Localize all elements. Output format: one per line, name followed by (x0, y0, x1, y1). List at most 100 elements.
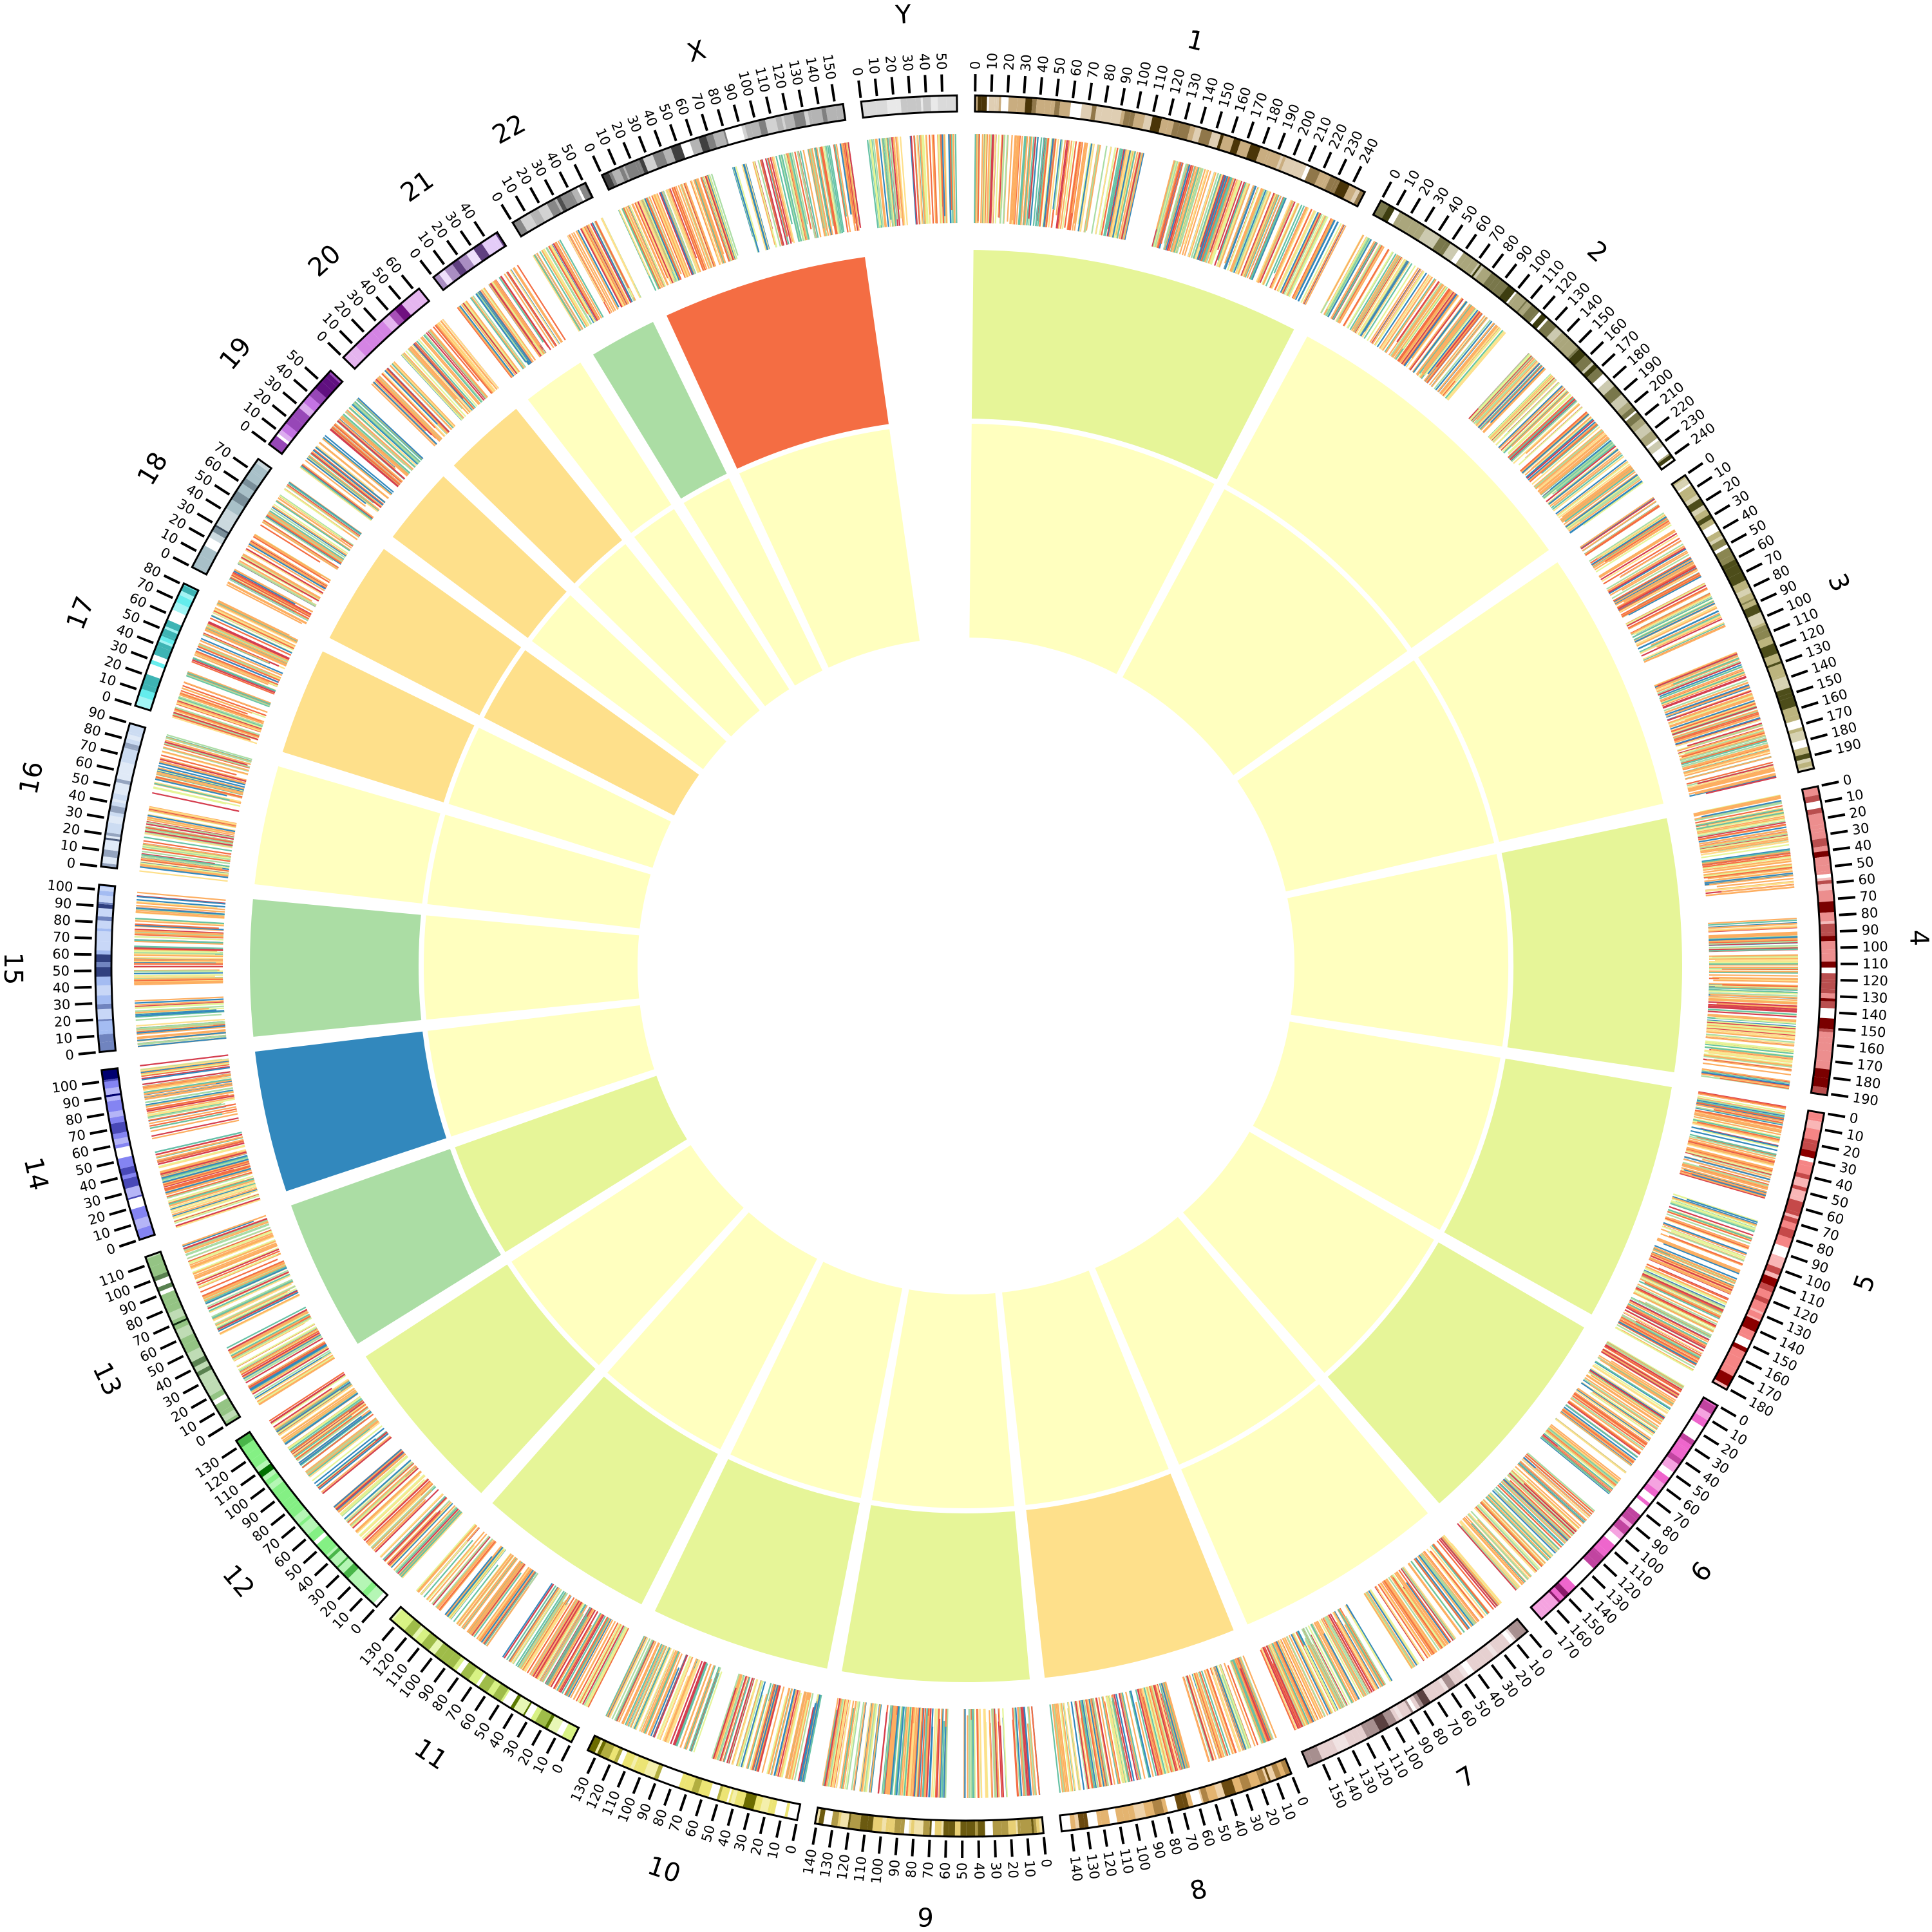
variant-line-chr5 (1684, 1156, 1770, 1180)
variant-line-chr2 (1547, 430, 1604, 478)
variant-line-chr9 (909, 1707, 916, 1797)
variant-line-chr6 (1546, 1430, 1616, 1487)
variant-line-chr9 (999, 1725, 1005, 1797)
variant-line-chr1 (1018, 136, 1026, 225)
variant-line-chr5 (1693, 1118, 1781, 1138)
ideogram-band-chr1 (1008, 96, 1018, 113)
variant-line-chr4 (1710, 994, 1798, 999)
variant-line-chr8 (1206, 1669, 1237, 1754)
variant-line-chr2 (1549, 451, 1620, 507)
variant-line-chr3 (1660, 668, 1744, 702)
variant-line-chr2 (1424, 308, 1477, 376)
variant-line-chr2 (1443, 328, 1502, 397)
variant-line-chr3 (1682, 744, 1768, 770)
variant-line-chr7 (1269, 1643, 1307, 1726)
variant-line-chr1 (1302, 224, 1344, 305)
variant-line-chr1 (1173, 167, 1200, 253)
variant-line-chr9 (881, 1705, 892, 1794)
variant-line-chr1 (1104, 148, 1123, 236)
variant-line-chr3 (1668, 693, 1753, 724)
variant-line-chr4 (1716, 1003, 1797, 1009)
variant-line-chr2 (1435, 311, 1481, 368)
variant-line-chr9 (1028, 1706, 1037, 1795)
variant-line-chr3 (1636, 607, 1718, 647)
variant-line-chr4 (1709, 958, 1798, 960)
tick-chr2 (1566, 317, 1581, 332)
variant-line-chr4 (1696, 811, 1785, 830)
outer-ring-segment-chr13 (290, 1149, 501, 1344)
variant-line-chr2 (1352, 255, 1401, 332)
variant-line-chr6 (1605, 1343, 1683, 1391)
variant-line-chr6 (1602, 1348, 1680, 1396)
tick-chr3 (1760, 592, 1777, 602)
variant-line-chr2 (1557, 460, 1629, 516)
variant-line-chr10 (650, 1667, 680, 1737)
variant-line-chr5 (1667, 1211, 1752, 1242)
variant-line-chr3 (1602, 515, 1667, 558)
variant-line-chr5 (1694, 1109, 1783, 1128)
variant-line-chr1 (1176, 167, 1203, 254)
variant-line-chr1 (1056, 140, 1066, 216)
inner-ring-segment-chr7 (1095, 1217, 1316, 1465)
variant-line-chr6 (1541, 1435, 1611, 1493)
variant-line-chr6 (1501, 1481, 1566, 1544)
variant-line-chr5 (1688, 1140, 1776, 1162)
variant-line-chr2 (1367, 265, 1416, 341)
ideogram-band-chrY (906, 97, 917, 114)
variant-line-chr9 (905, 1707, 914, 1796)
ideogram-band-chr4 (1816, 1042, 1833, 1052)
variant-line-chr3 (1687, 723, 1763, 747)
variant-line-chr6 (1542, 1438, 1610, 1495)
variant-line-chr6 (1544, 1431, 1615, 1488)
tick-label-chr3: 0 (1702, 450, 1718, 467)
variant-line-chr1 (1188, 172, 1217, 258)
variant-line-chr8 (1233, 1659, 1266, 1743)
inner-ring-segment-chr4 (1287, 854, 1508, 1047)
variant-line-chr6 (1574, 1392, 1648, 1444)
variant-line-chr5 (1620, 1316, 1700, 1360)
ideogram-band-chr9 (1007, 1819, 1017, 1836)
variant-line-chr6 (1493, 1488, 1558, 1552)
variant-line-chr9 (830, 1699, 846, 1788)
variant-line-chr7 (1310, 1634, 1348, 1706)
variant-line-chr2 (1560, 466, 1632, 520)
variant-line-chr1 (1009, 135, 1016, 225)
variant-line-chr2 (1535, 417, 1593, 469)
inner-ring-segment-chr22 (683, 478, 823, 686)
tick-chr4 (1832, 846, 1850, 851)
variant-line-chr1 (1044, 138, 1056, 227)
variant-line-chr2 (1560, 466, 1633, 522)
variant-line-chr3 (1609, 522, 1671, 562)
variant-line-chr7 (1336, 1622, 1376, 1691)
ideogram-band-chr15 (96, 1009, 113, 1020)
variant-line-chr1 (1200, 176, 1231, 261)
variant-line-chr2 (1502, 390, 1567, 453)
variant-line-chr9 (887, 1705, 897, 1795)
variant-line-chr6 (1488, 1493, 1553, 1558)
variant-line-chr3 (1671, 703, 1756, 733)
variant-line-chr10 (803, 1694, 822, 1783)
variant-line-chr1 (1035, 137, 1045, 227)
variant-line-chr5 (1686, 1198, 1758, 1224)
variant-line-chr8 (1160, 1693, 1183, 1770)
variant-line-chr1 (1121, 152, 1141, 240)
variant-line-chr5 (1694, 1113, 1782, 1133)
inner-ring-segment-chr15 (424, 915, 639, 1020)
variant-line-chr4 (1709, 956, 1798, 959)
variant-line-chr2 (1569, 480, 1643, 534)
tick-chr3 (1779, 638, 1797, 647)
variant-line-chr10 (768, 1687, 791, 1775)
variant-line-chr2 (1376, 272, 1427, 348)
variant-line-chr1 (1037, 137, 1047, 227)
variant-line-chr5 (1615, 1327, 1694, 1372)
variant-line-chr9 (941, 1721, 945, 1798)
variant-line-chr2 (1447, 332, 1506, 401)
variant-line-chr9 (976, 1709, 980, 1798)
ideogram-band-chr9 (954, 1820, 961, 1837)
variant-line-chr2 (1525, 418, 1594, 478)
variant-line-chr2 (1419, 307, 1475, 379)
variant-line-chr4 (1719, 978, 1798, 981)
variant-line-chr5 (1663, 1222, 1747, 1255)
inner-ring-segment-chr19 (531, 595, 726, 770)
variant-line-chr2 (1470, 354, 1531, 421)
